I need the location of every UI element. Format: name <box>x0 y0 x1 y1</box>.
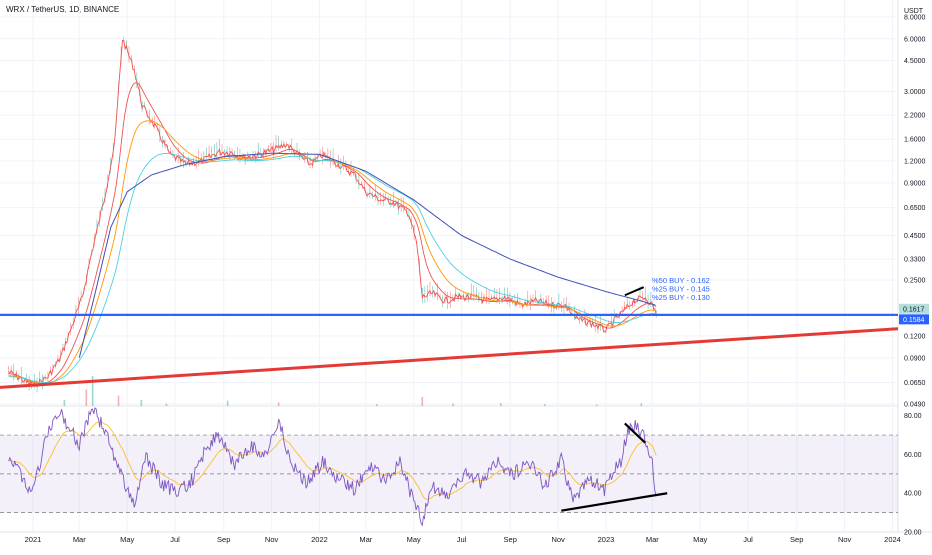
x-tick-label: 2021 <box>25 535 42 544</box>
y-tick-label: 4.5000 <box>904 58 926 65</box>
volume-bar <box>226 400 229 406</box>
x-tick-label: Sep <box>790 535 803 544</box>
price-badge-label: 0.1617 <box>903 306 925 313</box>
y-tick-label: 8.0000 <box>904 14 926 21</box>
exchange-label: BINANCE <box>83 5 120 14</box>
x-tick-label: Mar <box>646 535 659 544</box>
x-tick-label: May <box>693 535 707 544</box>
price-badge-bg <box>899 314 929 325</box>
rsi-tick-label: 40.00 <box>904 491 922 498</box>
volume-bar <box>375 404 378 406</box>
y-tick-label: 0.4500 <box>904 233 926 240</box>
buy-level-label: %25 BUY - 0.130 <box>652 293 710 302</box>
x-tick-label: Sep <box>504 535 517 544</box>
x-tick-label: Jul <box>743 535 753 544</box>
volume-bar <box>421 397 424 406</box>
ma200-line <box>78 152 656 358</box>
x-tick-label: Jul <box>457 535 467 544</box>
y-tick-label: 0.9000 <box>904 180 926 187</box>
price-series <box>8 40 657 388</box>
volume-bar <box>140 400 143 406</box>
rsi-divergence-line <box>561 492 668 512</box>
ema-short-line <box>8 82 657 385</box>
volume-bar <box>277 402 280 406</box>
y-tick-label: 0.2500 <box>904 278 926 285</box>
rsi-tick-label: 20.00 <box>904 530 922 537</box>
price-annotation-line <box>624 286 645 297</box>
y-tick-label: 0.6500 <box>904 205 926 212</box>
rsi-lower-high-line <box>624 422 646 444</box>
volume-bar <box>85 389 88 406</box>
volume-bar <box>63 400 66 406</box>
interval-label: 1D <box>69 5 80 14</box>
volume-bar <box>452 403 454 406</box>
x-tick-label: Nov <box>265 535 279 544</box>
y-tick-label: 0.0650 <box>904 380 926 387</box>
x-tick-label: Jul <box>170 535 180 544</box>
y-tick-label: 0.1200 <box>904 333 926 340</box>
x-tick-label: Mar <box>359 535 372 544</box>
price-badge-bg <box>899 303 929 314</box>
rsi-signal-line <box>8 421 657 501</box>
x-tick-label: May <box>407 535 421 544</box>
x-tick-label: Sep <box>217 535 230 544</box>
ema-long-line <box>8 152 657 383</box>
rsi-tick-label: 60.00 <box>904 452 922 459</box>
price-badge-label: 0.1584 <box>903 317 925 324</box>
volume-bar <box>595 404 598 406</box>
x-tick-label: May <box>120 535 134 544</box>
y-tick-label: 6.0000 <box>904 36 926 43</box>
y-tick-label: 0.0900 <box>904 355 926 362</box>
volume-bar <box>165 403 168 406</box>
x-tick-label: 2022 <box>311 535 328 544</box>
y-tick-label: 1.6000 <box>904 137 926 144</box>
x-tick-label: Nov <box>838 535 852 544</box>
x-tick-label: 2023 <box>598 535 615 544</box>
buy-level-label: %25 BUY - 0.145 <box>652 285 710 294</box>
y-tick-label: 0.0490 <box>904 401 926 408</box>
x-tick-label: Mar <box>73 535 86 544</box>
y-unit-label: USDT <box>904 8 924 15</box>
y-tick-label: 0.3300 <box>904 257 926 264</box>
y-tick-label: 1.2000 <box>904 159 926 166</box>
volume-bar <box>543 404 546 406</box>
volume-bar <box>500 403 502 406</box>
symbol-legend[interactable]: WRX / TetherUS, 1D, BINANCE <box>6 5 120 14</box>
x-tick-label: Nov <box>551 535 565 544</box>
volume-bar <box>640 403 643 406</box>
y-tick-label: 2.2000 <box>904 113 926 120</box>
volume-bar <box>117 395 120 406</box>
volume-bar <box>91 376 94 406</box>
y-tick-label: 3.0000 <box>904 89 926 96</box>
buy-level-label: %50 BUY - 0.162 <box>652 276 710 285</box>
rising-trendline <box>0 327 899 389</box>
x-tick-label: 2024 <box>884 535 901 544</box>
symbol-name: WRX / TetherUS <box>6 5 65 14</box>
rsi-line <box>8 407 657 527</box>
rsi-tick-label: 80.00 <box>904 413 922 420</box>
